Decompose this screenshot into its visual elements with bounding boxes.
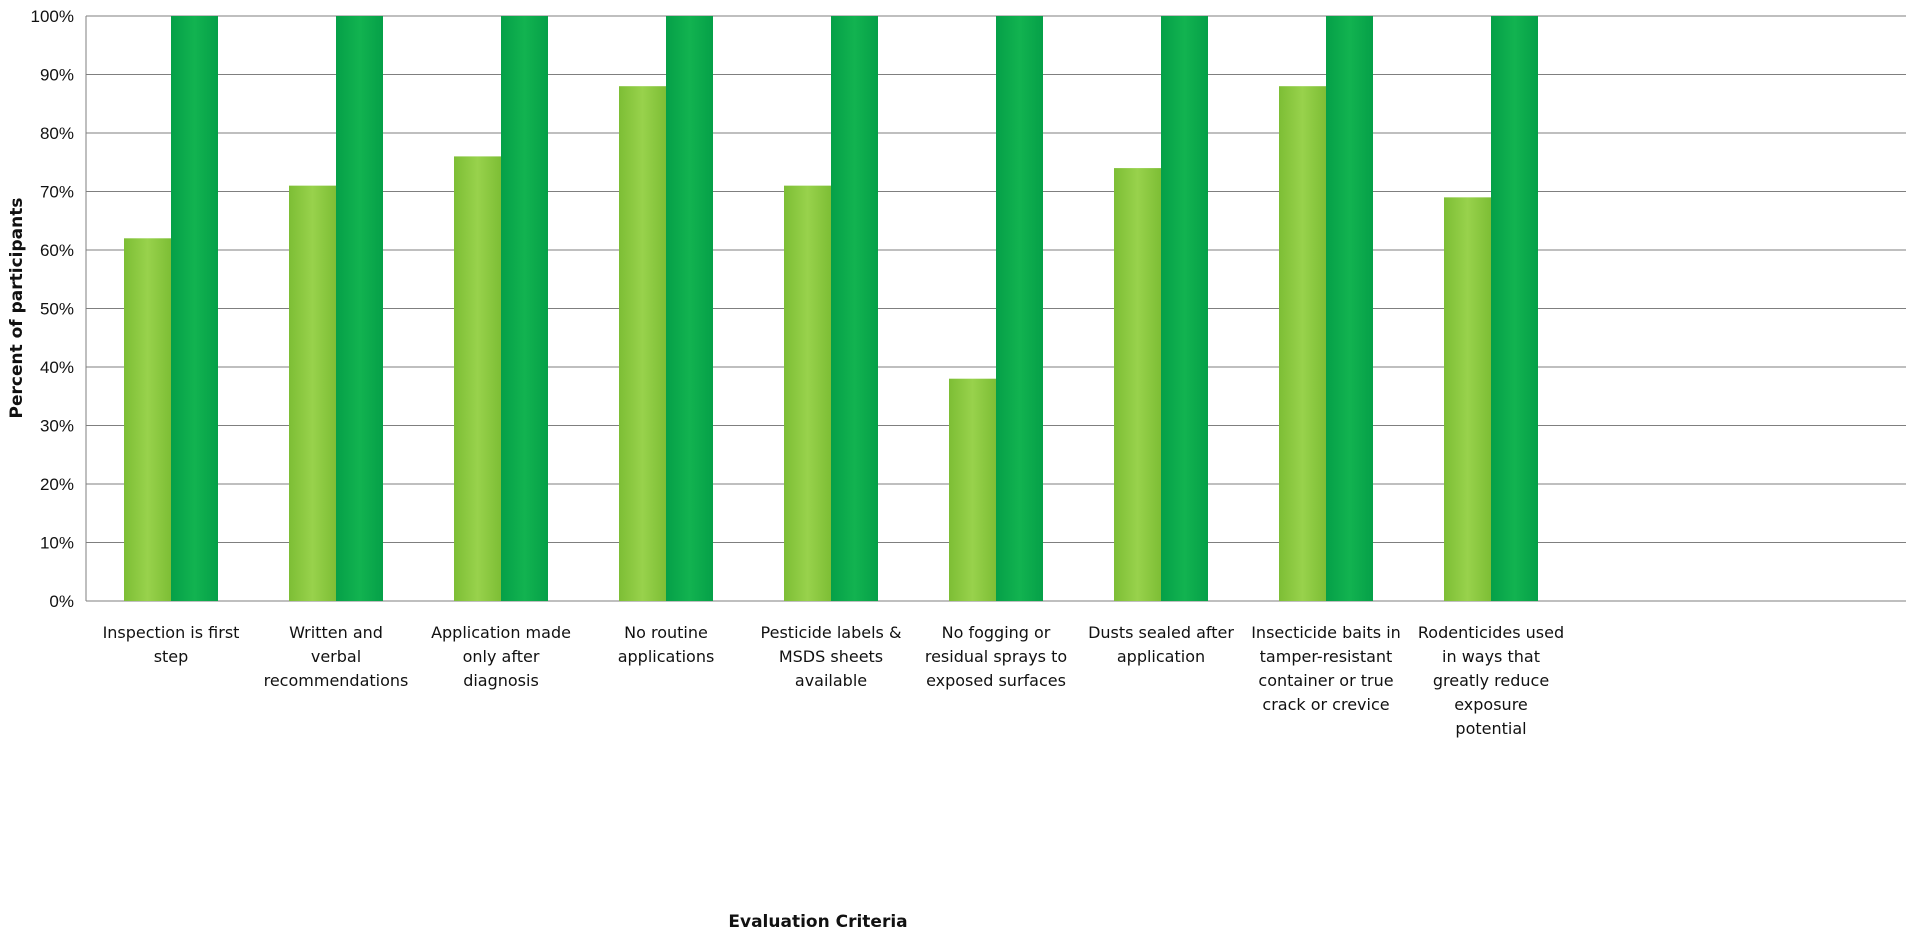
category-label: Insecticide baits in tamper-resistant cont… xyxy=(1251,623,1401,714)
bar-series-1 xyxy=(454,156,501,601)
x-axis-title: Evaluation Criteria xyxy=(728,912,907,932)
y-tick-label: 0% xyxy=(49,592,74,611)
bar-series-1 xyxy=(124,238,171,602)
category-label-line: exposure xyxy=(1454,695,1528,714)
bar-series-2 xyxy=(1326,16,1373,601)
bar-series-1 xyxy=(1114,168,1161,601)
bar-series-1 xyxy=(619,86,666,601)
category-label-line: Dusts sealed after xyxy=(1088,623,1234,642)
category-label-line: Insecticide baits in xyxy=(1251,623,1401,642)
category-label-line: Inspection is first xyxy=(103,623,240,642)
category-label-line: only after xyxy=(463,647,540,666)
y-tick-label: 50% xyxy=(40,300,74,319)
y-tick-label: 100% xyxy=(31,7,74,26)
y-axis-title: Percent of participants xyxy=(7,198,27,419)
bar-series-2 xyxy=(666,16,713,601)
y-tick-label: 20% xyxy=(40,475,74,494)
category-label: No routine applications xyxy=(618,623,715,666)
category-label-line: tamper-resistant xyxy=(1260,647,1393,666)
category-label-line: residual sprays to xyxy=(925,647,1067,666)
category-label: Application made only after diagnosis xyxy=(431,623,571,690)
bar-series-1 xyxy=(289,185,336,601)
category-label: Dusts sealed after application xyxy=(1088,623,1234,666)
category-label-line: No fogging or xyxy=(942,623,1051,642)
bar-series-2 xyxy=(1491,16,1538,601)
category-label-line: container or true xyxy=(1258,671,1393,690)
bar-series-1 xyxy=(949,378,996,601)
bars xyxy=(124,16,1538,602)
bar-series-2 xyxy=(171,16,218,601)
category-label-line: Application made xyxy=(431,623,571,642)
category-label: No fogging or residual sprays to exposed s… xyxy=(925,623,1067,690)
bar-series-2 xyxy=(1161,16,1208,601)
category-label-line: Written and xyxy=(289,623,383,642)
category-labels: Inspection is first step Written and verbal… xyxy=(103,623,1565,738)
y-tick-label: 30% xyxy=(40,417,74,436)
y-tick-label: 60% xyxy=(40,241,74,260)
category-label-line: applications xyxy=(618,647,715,666)
y-tick-label: 10% xyxy=(40,534,74,553)
y-tick-labels: 0% 10% 20% 30% 40% 50% 60% 70% 80% 90% 100% xyxy=(31,7,74,611)
category-label: Inspection is first step xyxy=(103,623,240,666)
y-tick-label: 70% xyxy=(40,183,74,202)
y-tick-label: 80% xyxy=(40,124,74,143)
y-tick-label: 90% xyxy=(40,66,74,85)
category-label-line: in ways that xyxy=(1442,647,1540,666)
category-label-line: available xyxy=(795,671,867,690)
bar-series-1 xyxy=(1279,86,1326,601)
category-label-line: MSDS sheets xyxy=(779,647,883,666)
category-label-line: potential xyxy=(1455,719,1526,738)
bar-series-2 xyxy=(996,16,1043,601)
category-label: Written and verbal recommendations xyxy=(264,623,409,690)
bar-series-2 xyxy=(501,16,548,601)
category-label-line: diagnosis xyxy=(463,671,539,690)
category-label-line: greatly reduce xyxy=(1433,671,1549,690)
category-label-line: application xyxy=(1117,647,1205,666)
category-label-line: step xyxy=(154,647,189,666)
category-label-line: Rodenticides used xyxy=(1418,623,1564,642)
bar-series-2 xyxy=(336,16,383,601)
y-tick-label: 40% xyxy=(40,358,74,377)
category-label: Pesticide labels & MSDS sheets available xyxy=(761,623,902,690)
category-label-line: recommendations xyxy=(264,671,409,690)
bar-series-1 xyxy=(1444,197,1491,601)
bar-series-2 xyxy=(831,16,878,601)
category-label: Rodenticides used in ways that greatly red… xyxy=(1418,623,1564,738)
bar-series-1 xyxy=(784,185,831,601)
category-label-line: No routine xyxy=(624,623,708,642)
category-label-line: crack or crevice xyxy=(1262,695,1389,714)
category-label-line: Pesticide labels & xyxy=(761,623,902,642)
category-label-line: exposed surfaces xyxy=(926,671,1066,690)
category-label-line: verbal xyxy=(311,647,361,666)
